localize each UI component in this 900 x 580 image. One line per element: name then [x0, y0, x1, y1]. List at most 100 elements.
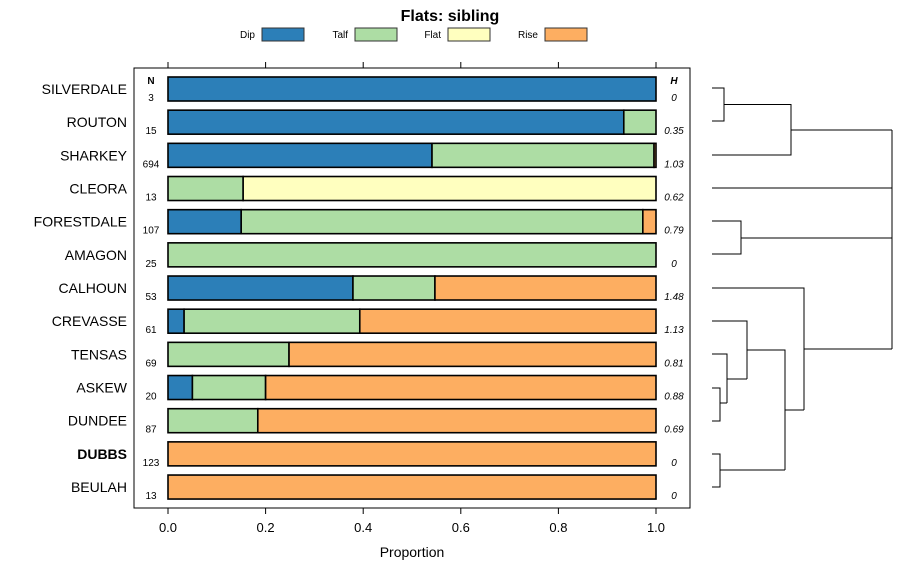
- h-value: 0.81: [664, 358, 683, 369]
- h-header: H: [670, 76, 678, 87]
- bar-segment-rise: [167, 441, 657, 467]
- bar-segment-rise: [642, 208, 657, 235]
- bar-row-askew: ASKEW 20 0.88: [76, 374, 684, 403]
- n-value: 20: [145, 392, 157, 403]
- x-tick-label: 0.8: [549, 520, 567, 535]
- x-axis-label: Proportion: [380, 544, 445, 560]
- bar-segment-talf: [191, 374, 267, 401]
- bar-segment-rise: [264, 374, 657, 401]
- dendrogram-branch: [712, 87, 725, 122]
- bar-segment-dip: [167, 374, 194, 401]
- h-value: 0.35: [664, 126, 684, 137]
- bar-row-tensas: TENSAS 69 0.81: [71, 341, 684, 369]
- bar-segment-talf: [167, 341, 290, 368]
- n-value: 87: [145, 425, 157, 436]
- bar-segment-dip: [167, 109, 625, 135]
- h-value: 0.69: [664, 425, 684, 436]
- legend-label-dip: Dip: [240, 30, 255, 41]
- dendrogram: [712, 87, 893, 488]
- bar-segment-dip: [167, 308, 185, 334]
- n-value: 53: [145, 292, 157, 303]
- bar-segment-dip: [167, 208, 242, 235]
- x-tick-label: 0.0: [159, 520, 177, 535]
- bar-row-dundee: DUNDEE 87 0.69: [68, 407, 684, 436]
- legend-swatch-flat: [447, 27, 491, 42]
- bar-segment-talf: [167, 175, 244, 202]
- n-value: 694: [143, 159, 160, 170]
- bar-row-sharkey: SHARKEY 694 1.03: [60, 142, 684, 170]
- legend-label-talf: Talf: [332, 30, 348, 41]
- n-value: 13: [145, 491, 157, 502]
- h-value: 0.62: [664, 193, 684, 204]
- category-label: DUNDEE: [68, 413, 127, 429]
- category-label: SHARKEY: [60, 147, 128, 163]
- dendrogram-branch: [747, 349, 786, 470]
- category-label: FORESTDALE: [34, 214, 127, 230]
- bar-segment-dip: [167, 275, 354, 301]
- bar-row-dubbs: DUBBS 123 0: [77, 441, 677, 469]
- n-value: 123: [143, 458, 160, 469]
- h-value: 1.03: [664, 159, 684, 170]
- h-value: 1.13: [664, 325, 684, 336]
- bar-row-amagon: AMAGON 25 0: [65, 242, 677, 270]
- dendrogram-branch: [712, 287, 805, 410]
- h-value: 0.79: [664, 226, 684, 237]
- bar-segment-rise: [434, 275, 657, 301]
- h-value: 0: [671, 458, 677, 469]
- category-label: ROUTON: [67, 114, 127, 130]
- bar-segment-talf: [431, 142, 655, 169]
- bar-row-crevasse: CREVASSE 61 1.13: [52, 308, 684, 336]
- bar-row-routon: ROUTON 15 0.35: [67, 109, 684, 137]
- h-value: 0: [671, 93, 677, 104]
- category-label: SILVERDALE: [42, 81, 127, 97]
- x-tick-label: 1.0: [647, 520, 665, 535]
- bar-row-beulah: BEULAH 13 0: [71, 474, 677, 502]
- category-label: ASKEW: [76, 380, 127, 396]
- bar-segment-rise: [256, 407, 657, 434]
- plot-frame: [133, 67, 691, 509]
- h-value: 0: [671, 259, 677, 270]
- bar-segment-talf: [183, 308, 361, 334]
- bar-segment-dip: [167, 76, 657, 102]
- bar-segment-talf: [352, 275, 436, 301]
- bar-segment-talf: [240, 208, 644, 235]
- bar-row-cleora: CLEORA 13 0.62: [69, 175, 684, 204]
- n-value: 3: [148, 93, 154, 104]
- n-value: 61: [145, 325, 157, 336]
- bar-segment-talf: [622, 109, 657, 135]
- h-value: 0.88: [664, 392, 684, 403]
- bar-row-calhoun: CALHOUN 53 1.48: [59, 275, 684, 303]
- bar-segment-talf: [167, 407, 259, 434]
- category-label: BEULAH: [71, 479, 127, 495]
- legend-label-flat: Flat: [424, 30, 441, 41]
- bar-segment-talf: [167, 242, 657, 268]
- dendrogram-branch: [712, 353, 728, 403]
- legend-swatch-talf: [354, 27, 398, 42]
- n-value: 107: [143, 226, 160, 237]
- category-label: TENSAS: [71, 346, 127, 362]
- legend-label-rise: Rise: [518, 30, 538, 41]
- n-value: 13: [145, 193, 157, 204]
- x-tick-label: 0.4: [354, 520, 372, 535]
- x-tick-label: 0.2: [257, 520, 275, 535]
- bar-segment-rise: [288, 341, 657, 368]
- legend: Dip Talf Flat Rise: [240, 27, 588, 42]
- bar-segment-dip: [167, 142, 433, 169]
- bar-segment-rise: [167, 474, 657, 500]
- n-value: 25: [145, 259, 157, 270]
- dendrogram-branch: [712, 387, 721, 422]
- dendrogram-branch: [712, 320, 748, 379]
- x-tick-label: 0.6: [452, 520, 470, 535]
- dendrogram-branch: [712, 220, 742, 255]
- chart-title: Flats: sibling: [401, 8, 500, 25]
- h-value: 1.48: [664, 292, 684, 303]
- bar-row-forestdale: FORESTDALE 107 0.79: [34, 208, 684, 237]
- bar-segment-rise: [358, 308, 657, 334]
- category-label: DUBBS: [77, 446, 127, 462]
- n-value: 69: [145, 358, 157, 369]
- bar-segment-flat: [242, 175, 657, 202]
- bar-rows: SILVERDALE 3 0 ROUTON 15 0.35 SHARKEY 694 1.03 CL…: [34, 76, 684, 502]
- legend-swatch-dip: [261, 27, 305, 42]
- category-label: AMAGON: [65, 247, 127, 263]
